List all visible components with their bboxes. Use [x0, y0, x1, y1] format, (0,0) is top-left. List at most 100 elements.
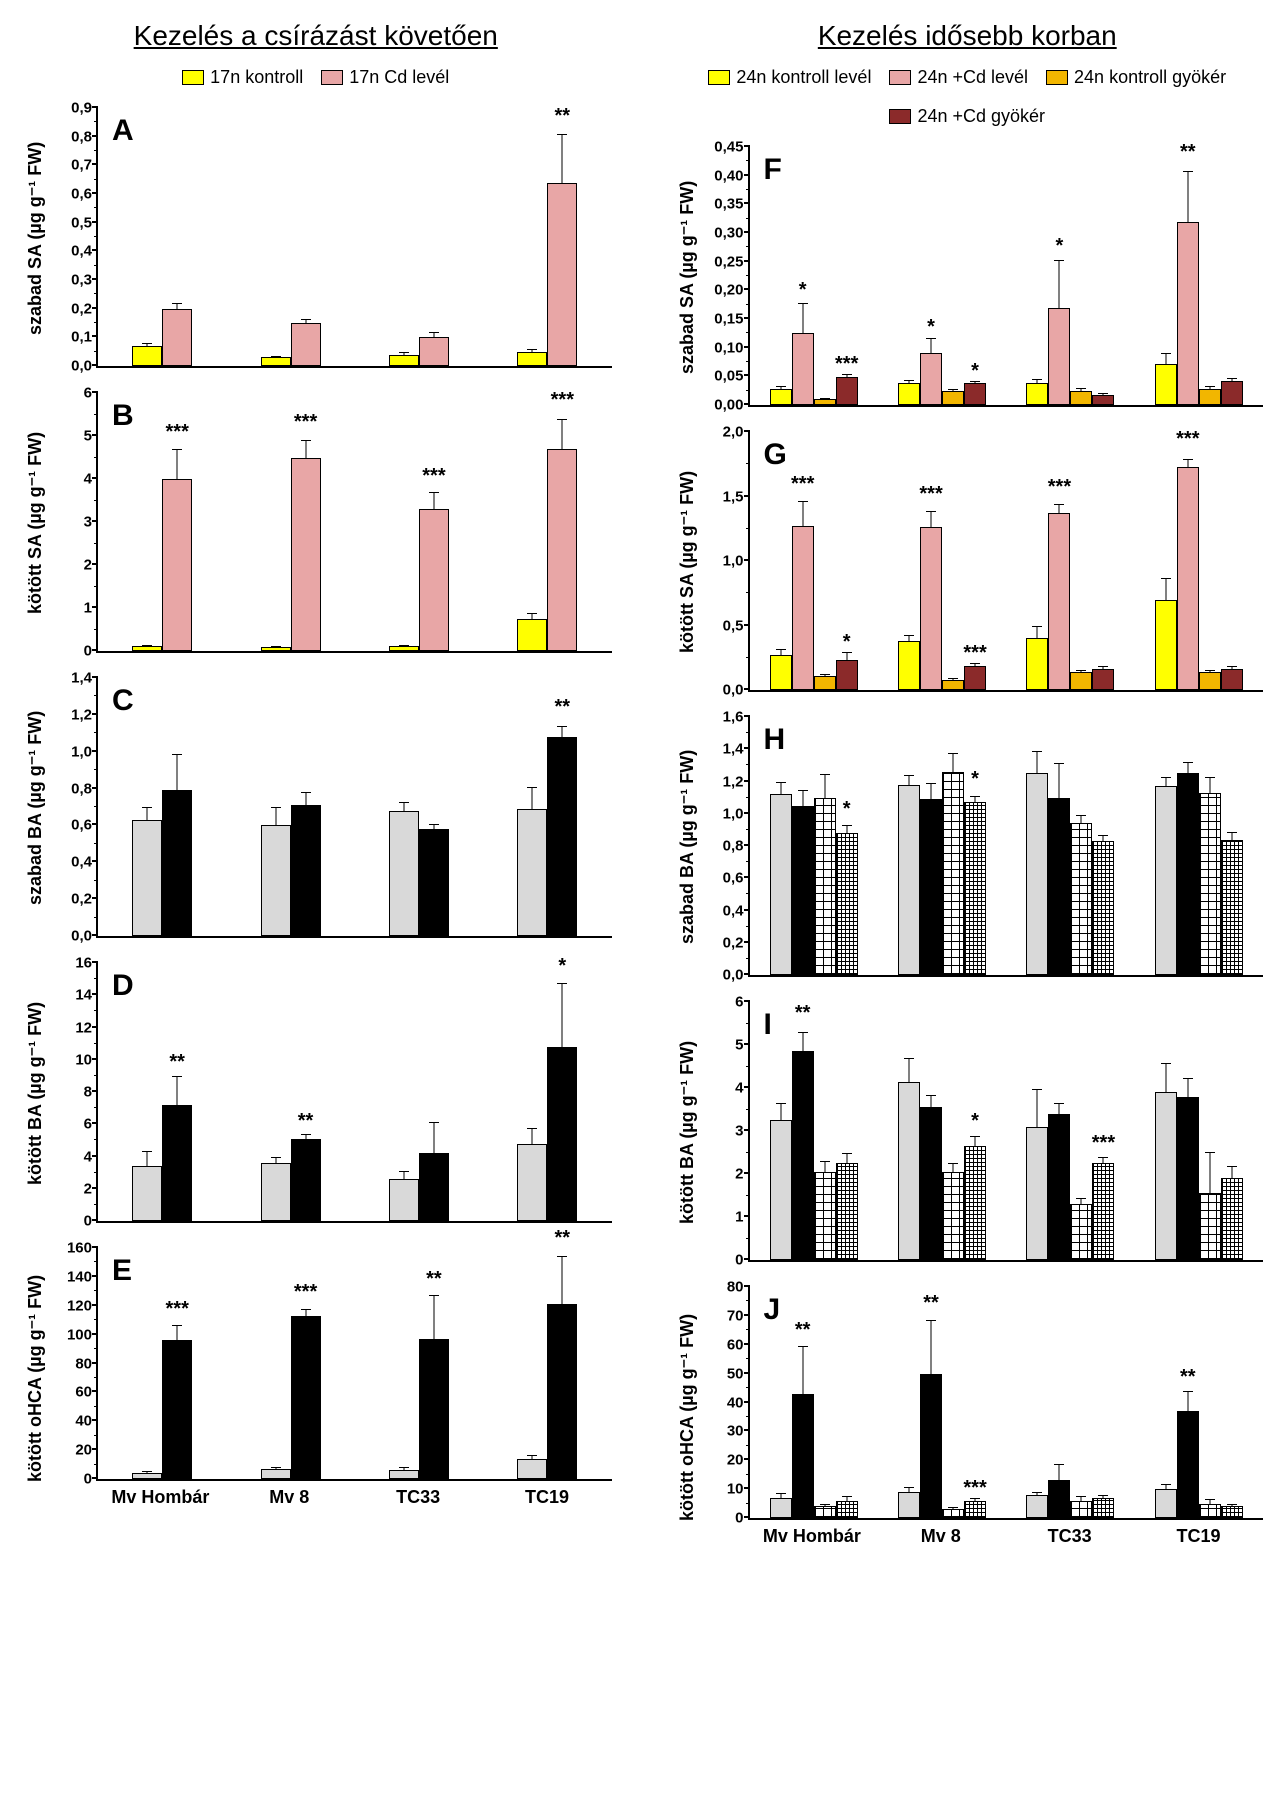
left-legend: 17n kontroll17n Cd levél [20, 67, 612, 88]
bar: * [547, 1047, 577, 1221]
y-tick-label: 5 [735, 1037, 749, 1054]
bar [814, 1172, 836, 1260]
bar [291, 323, 321, 366]
y-tick-label: 2 [735, 1166, 749, 1183]
x-axis: Mv HombárMv 8TC33TC19 [96, 1481, 612, 1508]
y-tick-label: 0,0 [71, 928, 98, 945]
bar [1048, 798, 1070, 975]
significance-marker: * [971, 361, 979, 381]
bar [1070, 823, 1092, 975]
significance-marker: *** [1048, 477, 1071, 497]
plot-area: 0,00,51,01,52,0G**************** [748, 432, 1264, 692]
y-tick-label: 0,45 [714, 139, 749, 156]
y-tick-label: 0,0 [723, 967, 750, 984]
bar-group: *** [1135, 432, 1263, 690]
bar [770, 1498, 792, 1518]
y-tick-label: 0,8 [71, 780, 98, 797]
y-tick-label: 14 [75, 987, 98, 1004]
bar [1221, 381, 1243, 405]
panel-F: szabad SA (µg g⁻¹ FW)0,000,050,100,150,2… [672, 147, 1264, 407]
y-axis-label: szabad SA (µg g⁻¹ FW) [672, 147, 702, 407]
bar [942, 391, 964, 405]
significance-marker: ** [795, 1320, 811, 1340]
y-tick-label: 1,0 [71, 743, 98, 760]
y-tick-label: 10 [75, 1051, 98, 1068]
y-tick-label: 0,5 [71, 214, 98, 231]
significance-marker: * [799, 280, 807, 300]
y-tick-label: 2 [84, 557, 98, 574]
bar [814, 1506, 836, 1518]
bar: ** [547, 737, 577, 936]
y-tick-label: 0,4 [71, 854, 98, 871]
bar-group [98, 108, 226, 366]
bar [1048, 1480, 1070, 1518]
y-tick-label: 120 [67, 1297, 98, 1314]
right-column: Kezelés idősebb korban 24n kontroll levé… [672, 20, 1264, 1572]
y-tick-label: 0,5 [723, 617, 750, 634]
x-tick-label: TC19 [483, 1487, 612, 1508]
significance-marker: *** [963, 643, 986, 663]
x-axis: Mv HombárMv 8TC33TC19 [748, 1520, 1264, 1547]
bar: *** [547, 449, 577, 651]
bar [1155, 1489, 1177, 1518]
bar [1092, 395, 1114, 405]
bar-group: *** [1006, 432, 1134, 690]
y-tick-label: 3 [84, 514, 98, 531]
legend-label: 24n +Cd gyökér [917, 106, 1045, 127]
significance-marker: * [843, 799, 851, 819]
bar-group: * [878, 717, 1006, 975]
bar-group: *** [355, 393, 483, 651]
bar [261, 1163, 291, 1221]
panel-H: szabad BA (µg g⁻¹ FW)0,00,20,40,60,81,01… [672, 717, 1264, 977]
bar [419, 1153, 449, 1221]
significance-marker: * [927, 317, 935, 337]
y-tick-label: 1,4 [71, 670, 98, 687]
y-tick-label: 4 [84, 1148, 98, 1165]
plot-area: 020406080100120140160E********** [96, 1248, 612, 1481]
bar-group: * [750, 717, 878, 975]
bar: ** [547, 183, 577, 366]
bar-group: * [878, 1002, 1006, 1260]
y-tick-label: 6 [735, 994, 749, 1011]
legend-label: 24n kontroll levél [736, 67, 871, 88]
panel-I: kötött BA (µg g⁻¹ FW)0123456I****** [672, 1002, 1264, 1262]
bar [261, 647, 291, 651]
significance-marker: *** [919, 484, 942, 504]
bar [1092, 841, 1114, 975]
legend-item: 24n +Cd gyökér [889, 106, 1045, 127]
y-tick-label: 100 [67, 1326, 98, 1343]
y-tick-label: 6 [84, 1116, 98, 1133]
y-tick-label: 0,9 [71, 100, 98, 117]
y-tick-label: 0,3 [71, 272, 98, 289]
bar [770, 1120, 792, 1260]
significance-marker: ** [555, 106, 571, 126]
plot-area: 0123456I****** [748, 1002, 1264, 1262]
significance-marker: *** [166, 1299, 189, 1319]
bar: ** [792, 1394, 814, 1518]
left-title: Kezelés a csírázást követően [20, 20, 612, 52]
y-tick-label: 0,35 [714, 196, 749, 213]
x-tick-label: TC33 [354, 1487, 483, 1508]
bar: ** [419, 1339, 449, 1479]
bar [261, 1469, 291, 1479]
legend-swatch [1046, 70, 1068, 85]
y-tick-label: 0,7 [71, 157, 98, 174]
bar [1070, 1501, 1092, 1518]
y-tick-label: 0,25 [714, 253, 749, 270]
bar-group: ** [355, 1248, 483, 1479]
bar-group: ***** [878, 1287, 1006, 1518]
plot-area: 0,00,20,40,60,81,01,21,4C** [96, 678, 612, 938]
significance-marker: * [843, 632, 851, 652]
bar: *** [419, 509, 449, 651]
x-tick-label: Mv 8 [876, 1526, 1005, 1547]
y-tick-label: 0,40 [714, 167, 749, 184]
bar-group: ** [878, 147, 1006, 405]
significance-marker: ** [169, 1052, 185, 1072]
right-title: Kezelés idősebb korban [672, 20, 1264, 52]
bar [291, 805, 321, 936]
bar [517, 1459, 547, 1479]
significance-marker: ** [1180, 1367, 1196, 1387]
y-axis-label: szabad BA (µg g⁻¹ FW) [672, 717, 702, 977]
significance-marker: *** [422, 466, 445, 486]
panel-J: kötött oHCA (µg g⁻¹ FW)01020304050607080… [672, 1287, 1264, 1547]
